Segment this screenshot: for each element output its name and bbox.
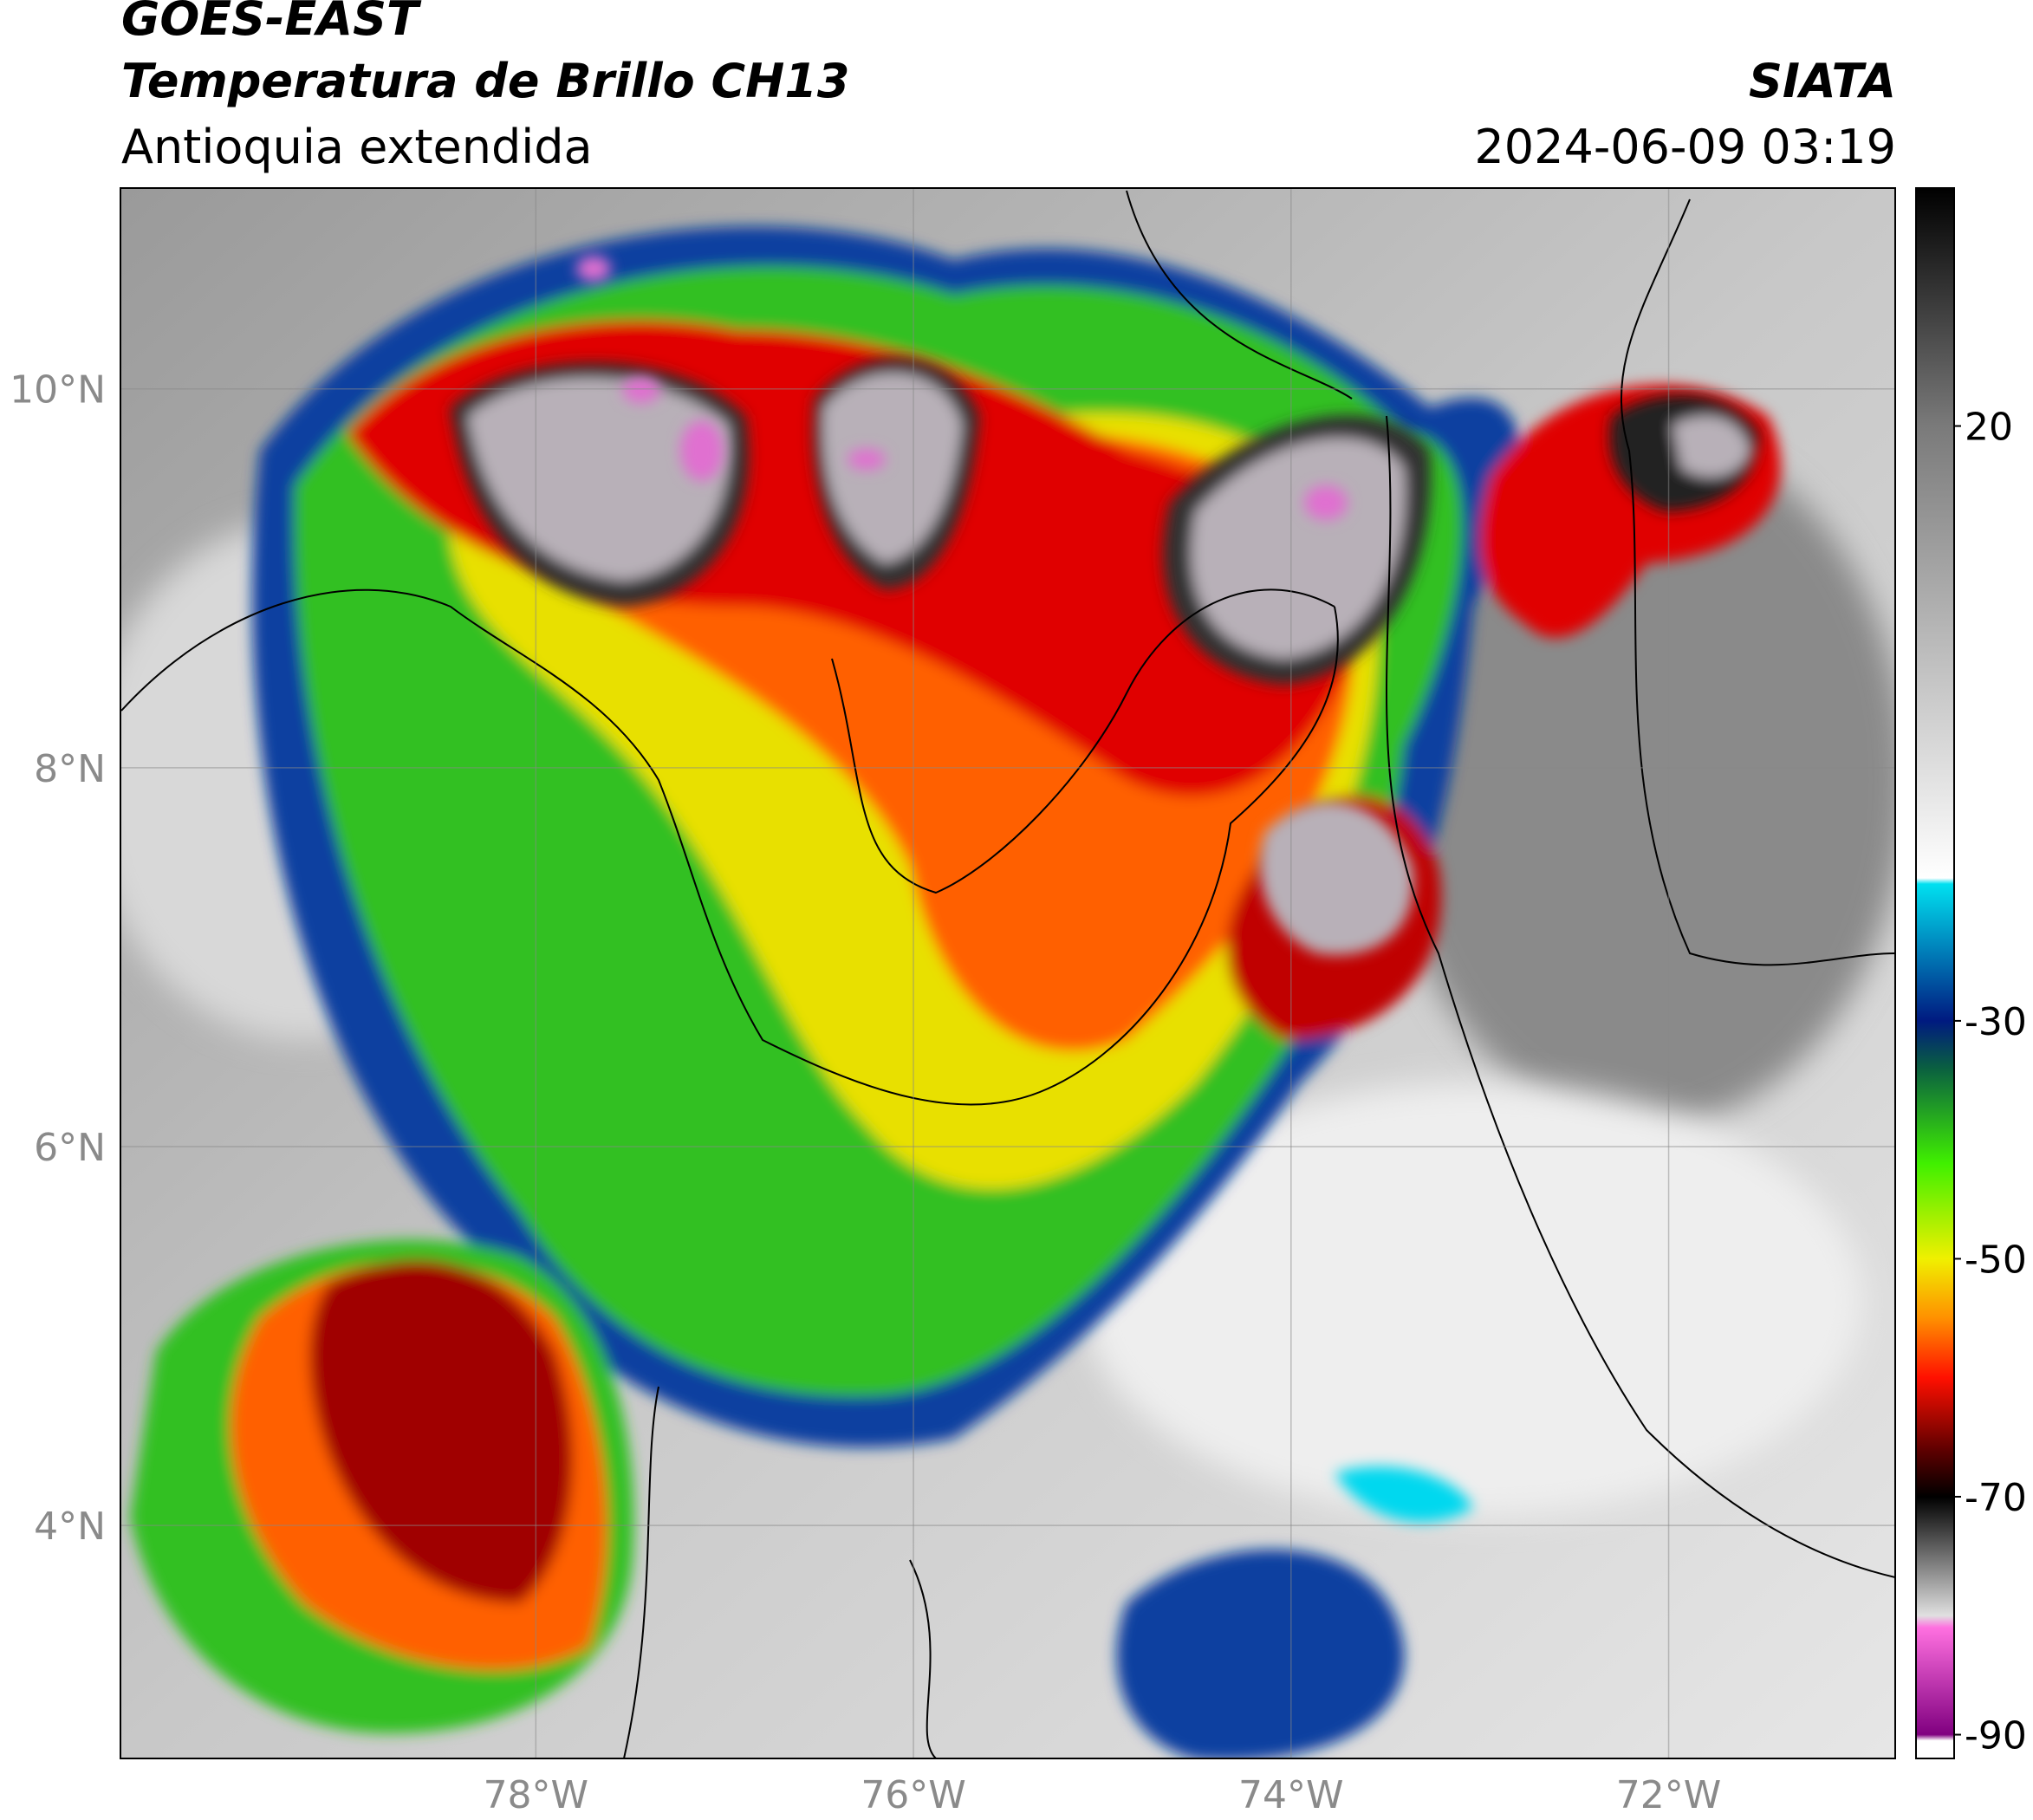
lat-tick-label: 8°N (34, 747, 106, 791)
borders (120, 190, 1895, 1758)
colorbar (1915, 187, 1955, 1759)
title: GOES-EAST (121, 0, 422, 46)
colorbar-tick-label: -50 (1965, 1238, 2027, 1282)
lon-tick-label: 76°W (861, 1773, 966, 1817)
lon-tick-label: 72°W (1616, 1773, 1722, 1817)
region: Antioquia extendida (121, 120, 593, 174)
datetime: 2024-06-09 03:19 (1474, 120, 1896, 174)
map-frame (120, 187, 1896, 1759)
colorbar-tick-label: -30 (1965, 1000, 2027, 1044)
colorbar-tick-label: 20 (1965, 406, 2013, 450)
lat-tick-label: 6°N (34, 1126, 106, 1170)
lat-tick-label: 4°N (34, 1505, 106, 1549)
colorbar-tick-label: -70 (1965, 1476, 2027, 1520)
satellite-image (120, 188, 1895, 1758)
lat-tick-label: 10°N (10, 368, 106, 413)
lon-tick-label: 78°W (484, 1773, 589, 1817)
grid (120, 188, 1895, 1758)
colorbar-tick-label: -90 (1965, 1714, 2027, 1758)
lon-tick-label: 74°W (1238, 1773, 1344, 1817)
source: SIATA (1749, 54, 1896, 108)
subtitle: Temperatura de Brillo CH13 (121, 54, 850, 108)
